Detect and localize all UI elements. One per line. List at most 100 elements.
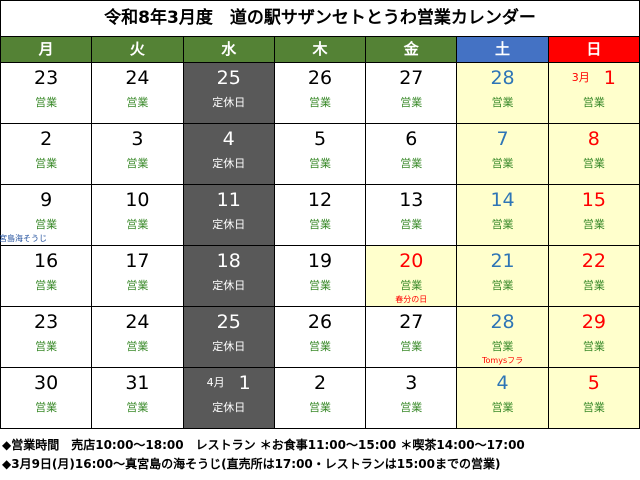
weekday-header: 木	[274, 37, 367, 63]
day-status: 営業	[126, 218, 149, 231]
footer-line: ◆営業時間 売店10:00～18:00 レストラン ＊お食事11:00～15:0…	[2, 438, 525, 452]
day-status: 営業	[35, 96, 58, 109]
date-number: 23	[34, 67, 59, 89]
date-number: 4	[496, 372, 509, 394]
title: 令和8年3月度 道の駅サザンセトとうわ営業カレンダー	[0, 0, 640, 37]
day-date: 31	[92, 372, 182, 394]
day-cell: 26 営業	[274, 307, 367, 368]
weekday-header: 金	[366, 37, 458, 63]
date-number: 6	[405, 128, 418, 150]
day-date: 26	[275, 311, 365, 333]
date-number: 2	[40, 128, 53, 150]
day-note: 真宮島海そうじ	[0, 234, 47, 243]
day-cell: 14 営業	[457, 185, 549, 246]
weekday-header: 月	[1, 37, 93, 63]
date-number: 22	[581, 250, 606, 272]
day-cell: 24 営業	[92, 63, 184, 124]
day-date: 6	[366, 128, 456, 150]
day-date: 7	[457, 128, 547, 150]
date-number: 20	[399, 250, 424, 272]
day-date: 27	[366, 311, 456, 333]
date-number: 17	[125, 250, 150, 272]
day-status: 営業	[308, 340, 331, 353]
day-cell: 23 営業	[1, 63, 93, 124]
day-date: 3月 1	[549, 67, 639, 89]
day-date: 3	[366, 372, 456, 394]
date-number: 16	[34, 250, 59, 272]
day-status: 営業	[582, 401, 605, 414]
date-number: 5	[313, 128, 327, 150]
day-date: 25	[184, 67, 274, 89]
day-date: 30	[1, 372, 91, 394]
day-status: 営業	[491, 96, 514, 109]
day-date: 25	[184, 311, 274, 333]
day-date: 17	[92, 250, 182, 272]
day-date: 20	[366, 250, 456, 272]
day-cell: 19 営業	[274, 246, 367, 307]
day-cell: 17 営業	[92, 246, 184, 307]
day-date: 13	[366, 189, 456, 211]
date-number: 28	[490, 67, 515, 89]
day-status: 営業	[582, 96, 605, 109]
day-cell: 20 営業 春分の日	[366, 246, 458, 307]
day-date: 24	[92, 67, 182, 89]
day-status: 営業	[491, 218, 514, 231]
date-number: 3	[131, 128, 144, 150]
day-cell: 8 営業	[548, 124, 640, 185]
date-number: 28	[490, 311, 515, 333]
day-date: 4	[184, 128, 274, 150]
day-cell: 5 営業	[548, 368, 640, 429]
day-date: 21	[457, 250, 547, 272]
day-date: 15	[549, 189, 639, 211]
day-cell: 4 営業	[457, 368, 549, 429]
date-number: 12	[307, 189, 333, 211]
day-cell: 3月 1 営業	[548, 63, 640, 124]
day-cell: 26 営業	[274, 63, 367, 124]
day-cell: 23 営業	[1, 307, 93, 368]
date-number: 26	[307, 67, 333, 89]
day-cell: 29 営業	[548, 307, 640, 368]
date-number: 26	[307, 311, 333, 333]
date-number: 1	[603, 67, 616, 89]
day-date: 3	[92, 128, 182, 150]
date-number: 25	[216, 311, 241, 333]
day-status: 営業	[308, 401, 331, 414]
date-number: 1	[238, 372, 251, 394]
day-cell: 10 営業	[92, 185, 184, 246]
day-cell: 24 営業	[92, 307, 184, 368]
day-cell: 5 営業	[274, 124, 367, 185]
day-status: 営業	[491, 401, 514, 414]
day-status: 営業	[400, 96, 423, 109]
day-cell: 2 営業	[274, 368, 367, 429]
day-date: 28	[457, 67, 547, 89]
day-date: 26	[275, 67, 365, 89]
day-date: 23	[1, 311, 91, 333]
date-number: 11	[216, 189, 241, 211]
date-number: 19	[307, 250, 333, 272]
day-status: 営業	[400, 340, 423, 353]
day-cell: 3 営業	[366, 368, 458, 429]
day-cell: 7 営業	[457, 124, 549, 185]
day-status: 定休日	[212, 157, 246, 170]
weekday-header: 火	[92, 37, 184, 63]
day-cell: 4 定休日	[183, 124, 275, 185]
day-cell: 22 営業	[548, 246, 640, 307]
day-status: 営業	[126, 96, 149, 109]
day-cell: 27 営業	[366, 63, 458, 124]
day-cell: 3 営業	[92, 124, 184, 185]
day-status: 営業	[126, 279, 149, 292]
day-cell: 16 営業	[1, 246, 93, 307]
date-number: 10	[125, 189, 150, 211]
date-number: 27	[399, 67, 424, 89]
day-cell: 2 営業	[1, 124, 93, 185]
day-status: 営業	[35, 157, 58, 170]
day-status: 営業	[491, 340, 514, 353]
day-status: 定休日	[212, 340, 246, 353]
day-status: 営業	[400, 279, 423, 292]
date-number: 24	[125, 67, 150, 89]
date-number: 21	[490, 250, 515, 272]
day-status: 営業	[126, 340, 149, 353]
date-number: 15	[581, 189, 606, 211]
day-date: 5	[275, 128, 365, 150]
